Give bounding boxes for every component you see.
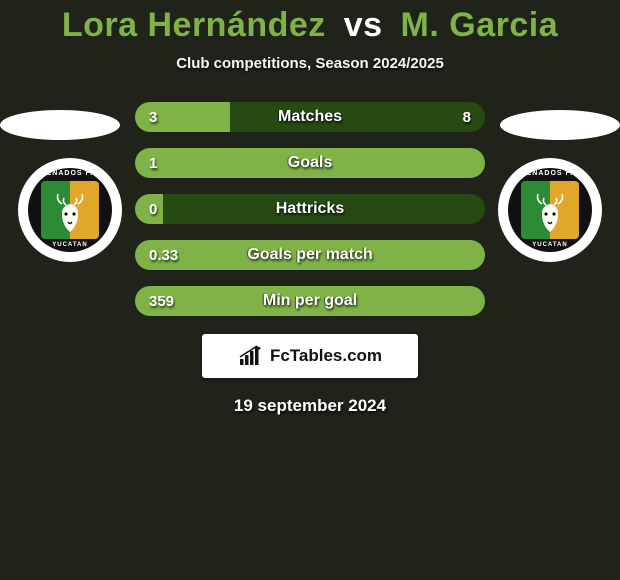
bar-left: [135, 286, 485, 316]
deer-icon: [50, 190, 90, 234]
stat-row: Min per goal359: [135, 286, 485, 316]
brand-text: FcTables.com: [270, 346, 382, 366]
date-text: 19 september 2024: [0, 396, 620, 416]
badge-top-text: VENADOS F.C: [28, 170, 112, 177]
brand-box: FcTables.com: [202, 334, 418, 378]
bar-right: [163, 194, 485, 224]
stat-row: Hattricks0: [135, 194, 485, 224]
vs-separator: vs: [344, 6, 383, 44]
comparison-title: Lora Hernández vs M. Garcia: [0, 0, 620, 45]
stat-row: Matches38: [135, 102, 485, 132]
bar-left: [135, 102, 230, 132]
stat-row: Goals per match0.33: [135, 240, 485, 270]
deer-icon: [530, 190, 570, 234]
bar-left: [135, 194, 163, 224]
bar-left: [135, 148, 485, 178]
chart-icon: [238, 345, 264, 367]
player2-avatar-placeholder: [500, 110, 620, 140]
badge-bottom-text: YUCATAN: [28, 242, 112, 248]
player1-club-badge: VENADOS F.C YUCATAN: [18, 158, 122, 262]
badge-top-text: VENADOS F.C: [508, 170, 592, 177]
stats-container: Matches38 Goals1 Hattricks0 Goals per match…: [135, 102, 485, 316]
stat-row: Goals1: [135, 148, 485, 178]
bar-left: [135, 240, 485, 270]
bar-right: [230, 102, 485, 132]
player2-club-badge: VENADOS F.C YUCATAN: [498, 158, 602, 262]
main-area: VENADOS F.C YUCATAN VENADOS F.C: [0, 102, 620, 416]
player2-name: M. Garcia: [401, 6, 559, 44]
subtitle: Club competitions, Season 2024/2025: [0, 55, 620, 72]
badge-bottom-text: YUCATAN: [508, 242, 592, 248]
player1-avatar-placeholder: [0, 110, 120, 140]
player1-name: Lora Hernández: [62, 6, 326, 44]
